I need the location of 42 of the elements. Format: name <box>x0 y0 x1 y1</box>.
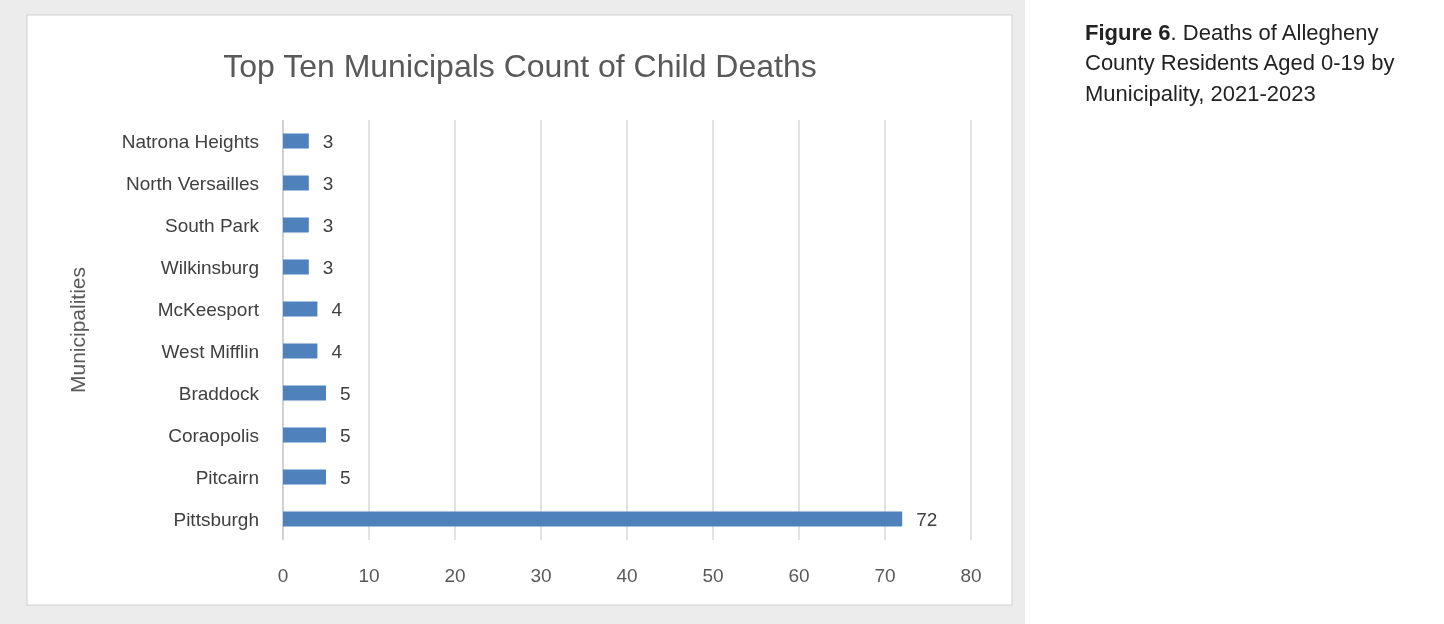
x-tick-label: 10 <box>358 564 380 586</box>
data-label: 4 <box>331 298 343 320</box>
y-tick-label: North Versailles <box>125 172 259 194</box>
y-tick-label: Pittsburgh <box>173 508 259 530</box>
x-tick-label: 80 <box>960 564 982 586</box>
data-label: 72 <box>916 508 938 530</box>
chart-title: Top Ten Municipals Count of Child Deaths <box>223 48 817 85</box>
x-tick-label: 0 <box>277 564 289 586</box>
y-tick-label: Natrona Heights <box>121 130 259 152</box>
y-tick-label: Coraopolis <box>168 424 259 446</box>
x-tick-label: 40 <box>616 564 638 586</box>
data-label: 3 <box>322 130 334 152</box>
data-label: 5 <box>340 466 351 488</box>
y-tick-label: South Park <box>165 214 260 236</box>
bar <box>283 175 309 191</box>
y-tick-label: Wilkinsburg <box>160 256 259 278</box>
bar <box>283 133 309 149</box>
data-label: 5 <box>340 424 351 446</box>
caption: Figure 6. Deaths of Allegheny County Residents Aged 0-19 by Municipality, 2021-2023 <box>1085 19 1395 107</box>
x-tick-label: 60 <box>788 564 810 586</box>
y-axis-title: Municipalities <box>66 266 90 394</box>
x-tick-label: 50 <box>702 564 724 586</box>
data-label: 3 <box>322 172 334 194</box>
bar <box>283 427 326 443</box>
x-tick-label: 30 <box>530 564 552 586</box>
x-tick-label: 70 <box>874 564 896 586</box>
bar <box>283 385 326 401</box>
bar <box>283 217 309 233</box>
data-label: 4 <box>331 340 343 362</box>
y-tick-label: Braddock <box>178 382 260 404</box>
bar <box>283 469 326 485</box>
x-tick-label: 20 <box>444 564 466 586</box>
bar <box>283 343 318 359</box>
bar <box>283 301 318 317</box>
bar <box>283 259 309 275</box>
data-label: 3 <box>322 214 334 236</box>
data-label: 5 <box>340 382 351 404</box>
bar <box>283 511 903 527</box>
y-tick-label: West Mifflin <box>161 340 259 362</box>
y-tick-label: Pitcairn <box>195 466 259 488</box>
data-label: 3 <box>322 256 334 278</box>
y-tick-label: McKeesport <box>157 298 260 320</box>
